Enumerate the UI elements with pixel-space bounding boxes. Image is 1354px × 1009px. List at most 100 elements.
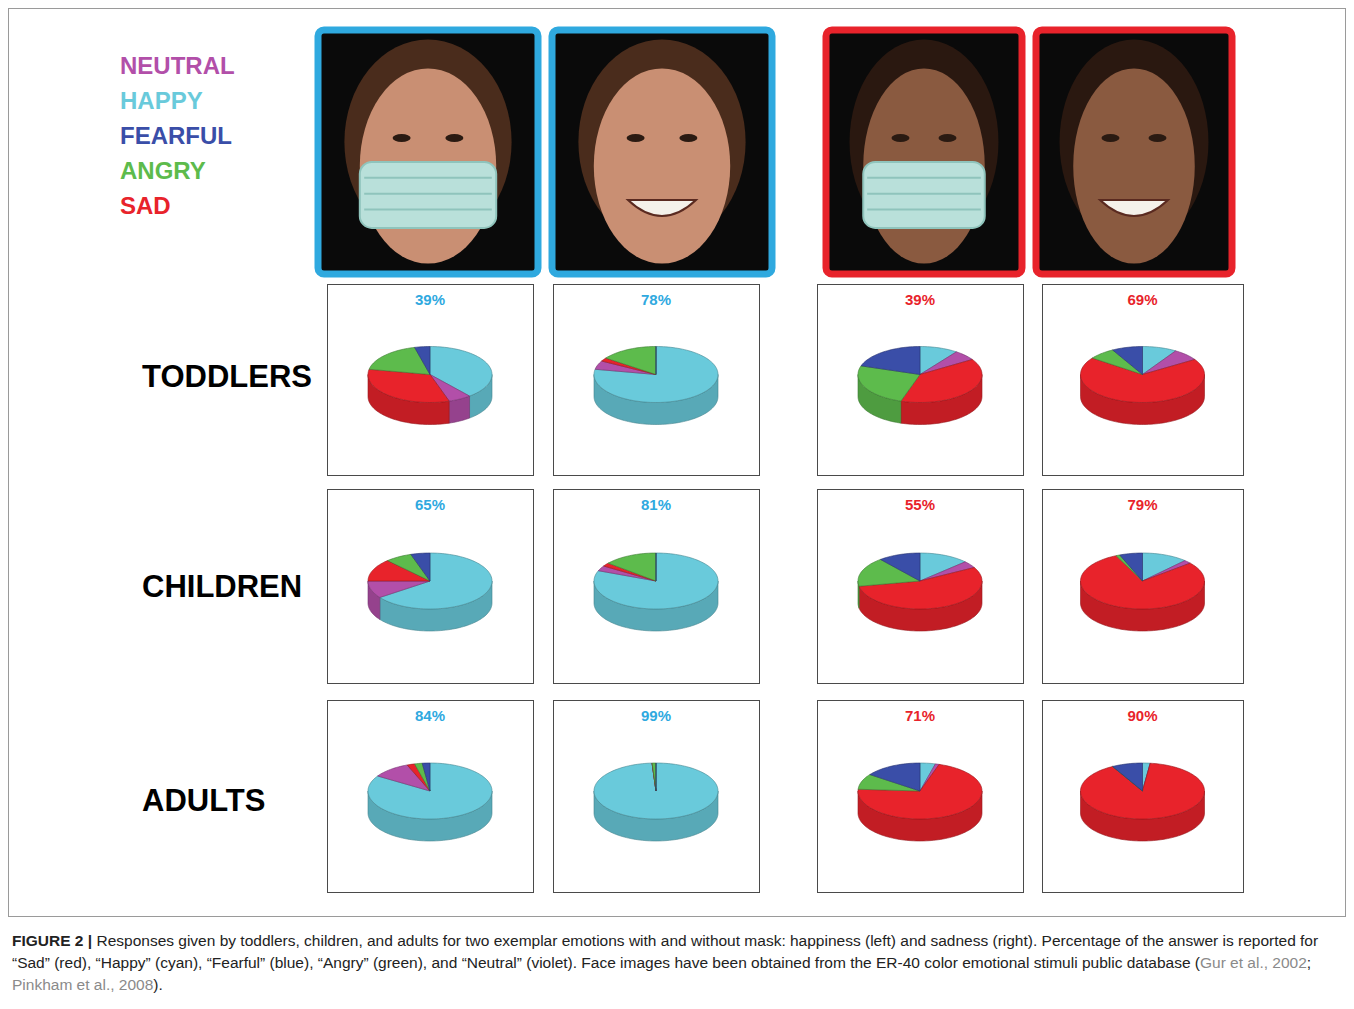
pie-slice	[652, 763, 656, 791]
pie-panel: 79%	[1043, 490, 1244, 684]
pie-panel: 69%	[1043, 285, 1244, 476]
pie-slice	[594, 347, 718, 403]
pie-slice	[411, 553, 430, 581]
pie-slice	[861, 347, 920, 375]
pie-slice	[606, 347, 656, 375]
pie-slice	[368, 581, 430, 597]
face-mask-fold	[867, 177, 981, 179]
pie-panel: 81%	[554, 490, 760, 684]
figure: NEUTRALHAPPYFEARFULANGRYSADTODDLERSCHILD…	[0, 0, 1354, 925]
pie-slice	[1113, 347, 1143, 375]
face-eye	[1149, 134, 1167, 142]
face-skin	[594, 68, 730, 263]
pie-slice	[656, 553, 657, 581]
pie-slice	[1081, 763, 1205, 819]
face-frame	[1036, 30, 1232, 274]
pie-slices	[594, 763, 718, 841]
pie-title: 90%	[1127, 707, 1157, 724]
pie-slices	[594, 347, 718, 425]
pie-slice	[415, 763, 430, 791]
figure-frame	[9, 9, 1346, 917]
row-label: TODDLERS	[142, 359, 312, 394]
pie-frame	[328, 701, 534, 893]
face-mouth	[1100, 200, 1168, 216]
face-mask	[360, 162, 496, 228]
pie-slices	[368, 553, 492, 631]
face-frame	[318, 30, 538, 274]
caption-citation[interactable]: Gur et al., 2002	[1200, 954, 1307, 971]
face-eye	[679, 134, 697, 142]
pie-panel: 39%	[328, 285, 534, 476]
pie-frame	[818, 285, 1024, 476]
pie-frame	[818, 701, 1024, 893]
face-mask-fold	[364, 193, 492, 195]
pie-slice	[1113, 763, 1143, 791]
pie-slice	[594, 553, 718, 609]
caption-text: Responses given by toddlers, children, a…	[12, 932, 1318, 971]
face-eye	[393, 134, 411, 142]
face-image	[318, 30, 538, 274]
pie-frame	[554, 490, 760, 684]
pie-frame	[818, 490, 1024, 684]
pie-panel: 90%	[1043, 701, 1244, 893]
pie-slices	[1081, 347, 1205, 425]
face-eye	[1101, 134, 1119, 142]
face-mask	[863, 162, 985, 228]
pie-frame	[328, 285, 534, 476]
caption-citation[interactable]: Pinkham et al., 2008	[12, 976, 153, 993]
pie-slices	[1081, 553, 1205, 631]
face-mask-fold	[364, 177, 492, 179]
pie-frame	[1043, 285, 1244, 476]
face-skin	[1073, 68, 1195, 263]
legend-label: SAD	[120, 192, 171, 219]
pie-title: 99%	[641, 707, 671, 724]
pie-slice	[415, 347, 430, 375]
pie-title: 39%	[905, 291, 935, 308]
pie-slice	[652, 763, 656, 791]
face-mouth	[628, 200, 696, 216]
pie-slice	[656, 763, 657, 791]
face-frame	[552, 30, 772, 274]
pie-slices	[858, 553, 982, 631]
pie-slice	[368, 763, 492, 819]
pie-slice	[608, 553, 656, 581]
face-image	[826, 30, 1022, 274]
pie-panel: 78%	[554, 285, 760, 476]
face-eye	[891, 134, 909, 142]
pie-slice	[656, 347, 657, 375]
face-image	[1036, 30, 1232, 274]
caption-text: ;	[1307, 954, 1311, 971]
caption: FIGURE 2 | Responses given by toddlers, …	[12, 930, 1340, 996]
caption-text: ).	[153, 976, 162, 993]
face-eye	[445, 134, 463, 142]
caption-label: FIGURE 2 |	[12, 932, 92, 949]
pie-frame	[554, 285, 760, 476]
pie-title: 69%	[1127, 291, 1157, 308]
pie-title: 55%	[905, 496, 935, 513]
legend-label: ANGRY	[120, 157, 206, 184]
pie-slices	[368, 347, 492, 425]
pie-panel: 84%	[328, 701, 534, 893]
face-mask-fold	[364, 209, 492, 211]
pie-panel: 65%	[328, 490, 534, 684]
row-label: CHILDREN	[142, 569, 302, 604]
legend-label: FEARFUL	[120, 122, 232, 149]
pie-slice	[652, 763, 656, 791]
pie-frame	[1043, 490, 1244, 684]
pie-slice	[407, 764, 430, 791]
pie-panel: 39%	[818, 285, 1024, 476]
pie-slices	[1081, 763, 1205, 841]
pie-title: 39%	[415, 291, 445, 308]
pie-slice	[870, 763, 920, 791]
face-image	[552, 30, 772, 274]
pie-title: 71%	[905, 707, 935, 724]
pie-slice	[369, 347, 430, 374]
pie-slice	[1120, 553, 1143, 581]
pie-frame	[328, 490, 534, 684]
pie-slices	[858, 347, 982, 425]
face-eye	[939, 134, 957, 142]
pie-slices	[858, 763, 982, 841]
face-skin	[360, 68, 496, 263]
pie-title: 84%	[415, 707, 445, 724]
row-label: ADULTS	[142, 783, 265, 818]
